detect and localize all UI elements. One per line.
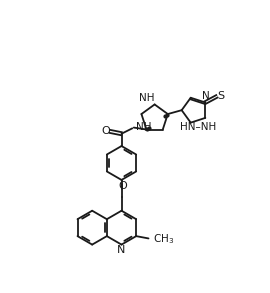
Text: O: O	[118, 181, 127, 191]
Text: NH: NH	[139, 93, 154, 103]
Text: O: O	[102, 126, 110, 137]
Text: N: N	[117, 245, 126, 255]
Text: S: S	[217, 91, 224, 101]
Text: CH$_3$: CH$_3$	[153, 232, 174, 246]
Text: NH: NH	[136, 122, 152, 132]
Text: N: N	[202, 91, 210, 100]
Text: HN–NH: HN–NH	[180, 122, 216, 132]
